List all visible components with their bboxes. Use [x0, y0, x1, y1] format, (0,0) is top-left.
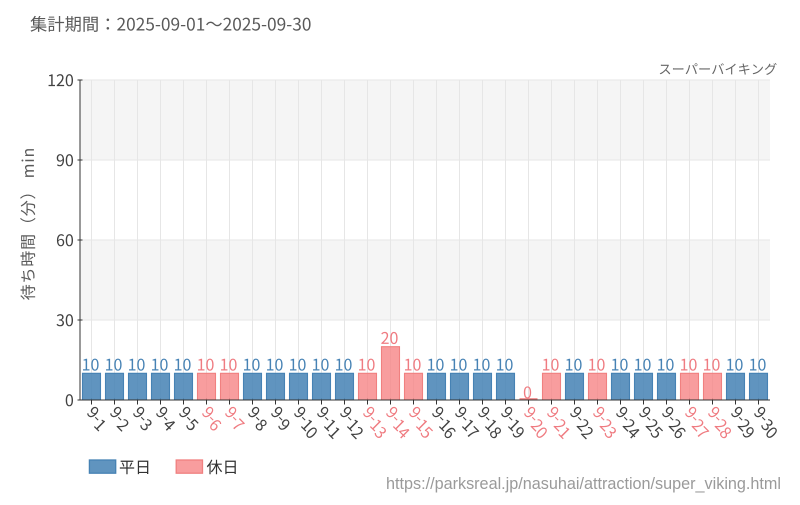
svg-text:https://parksreal.jp/nasuhai/a: https://parksreal.jp/nasuhai/attraction/… [386, 475, 781, 493]
